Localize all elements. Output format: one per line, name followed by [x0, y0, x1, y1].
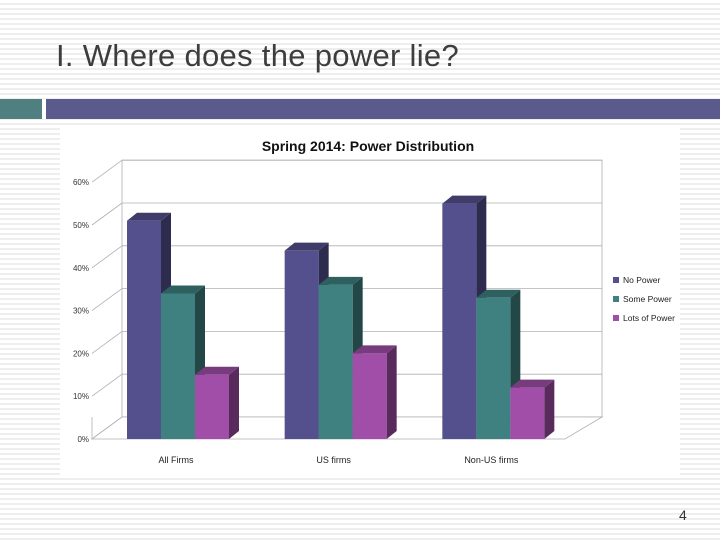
bar-side [386, 345, 397, 439]
bar [510, 387, 545, 439]
legend-label: Some Power [623, 294, 672, 304]
y-tick-label: 10% [73, 392, 89, 401]
y-tick-label: 40% [73, 264, 89, 273]
bar [127, 220, 161, 439]
bar-top [161, 285, 205, 294]
bar [352, 353, 387, 439]
header-accent-bar [0, 99, 42, 119]
y-tick-label: 30% [73, 307, 89, 316]
gridline-side [91, 373, 123, 397]
legend-swatch [613, 296, 619, 302]
legend-label: No Power [623, 275, 660, 285]
legend-swatch [613, 315, 619, 321]
x-tick-label: Non-US firms [464, 455, 519, 465]
bar-side [229, 366, 239, 439]
page-number: 4 [679, 507, 687, 523]
y-tick-label: 20% [73, 349, 89, 358]
legend-swatch [613, 277, 619, 283]
x-tick-label: All Firms [159, 455, 194, 465]
bar-top [442, 195, 487, 204]
x-tick-label: US firms [316, 455, 351, 465]
bar-top [284, 242, 329, 251]
bar [195, 374, 229, 439]
gridline-side [91, 288, 123, 311]
gridline-side [91, 331, 123, 354]
bar-top [318, 276, 363, 285]
bar-top [510, 379, 555, 388]
bar-top [127, 212, 171, 221]
header-bar-gap [42, 99, 46, 119]
bar-top [352, 345, 397, 354]
gridline-side [91, 202, 123, 226]
y-tick-label: 0% [77, 435, 89, 444]
gridline-side [91, 159, 123, 183]
bar-top [195, 366, 239, 375]
bar [161, 293, 195, 439]
bar-top [476, 289, 521, 298]
legend-label: Lots of Power [623, 313, 675, 323]
gridline-side [91, 245, 123, 269]
bar [442, 203, 477, 439]
header-bar [46, 99, 720, 119]
y-tick-label: 60% [73, 178, 89, 187]
chart-title: Spring 2014: Power Distribution [262, 138, 474, 154]
bar-side [544, 379, 555, 439]
slide-title: I. Where does the power lie? [56, 38, 459, 73]
bar [318, 284, 353, 439]
bar [476, 297, 511, 439]
y-tick-label: 50% [73, 221, 89, 230]
bar [284, 250, 319, 439]
